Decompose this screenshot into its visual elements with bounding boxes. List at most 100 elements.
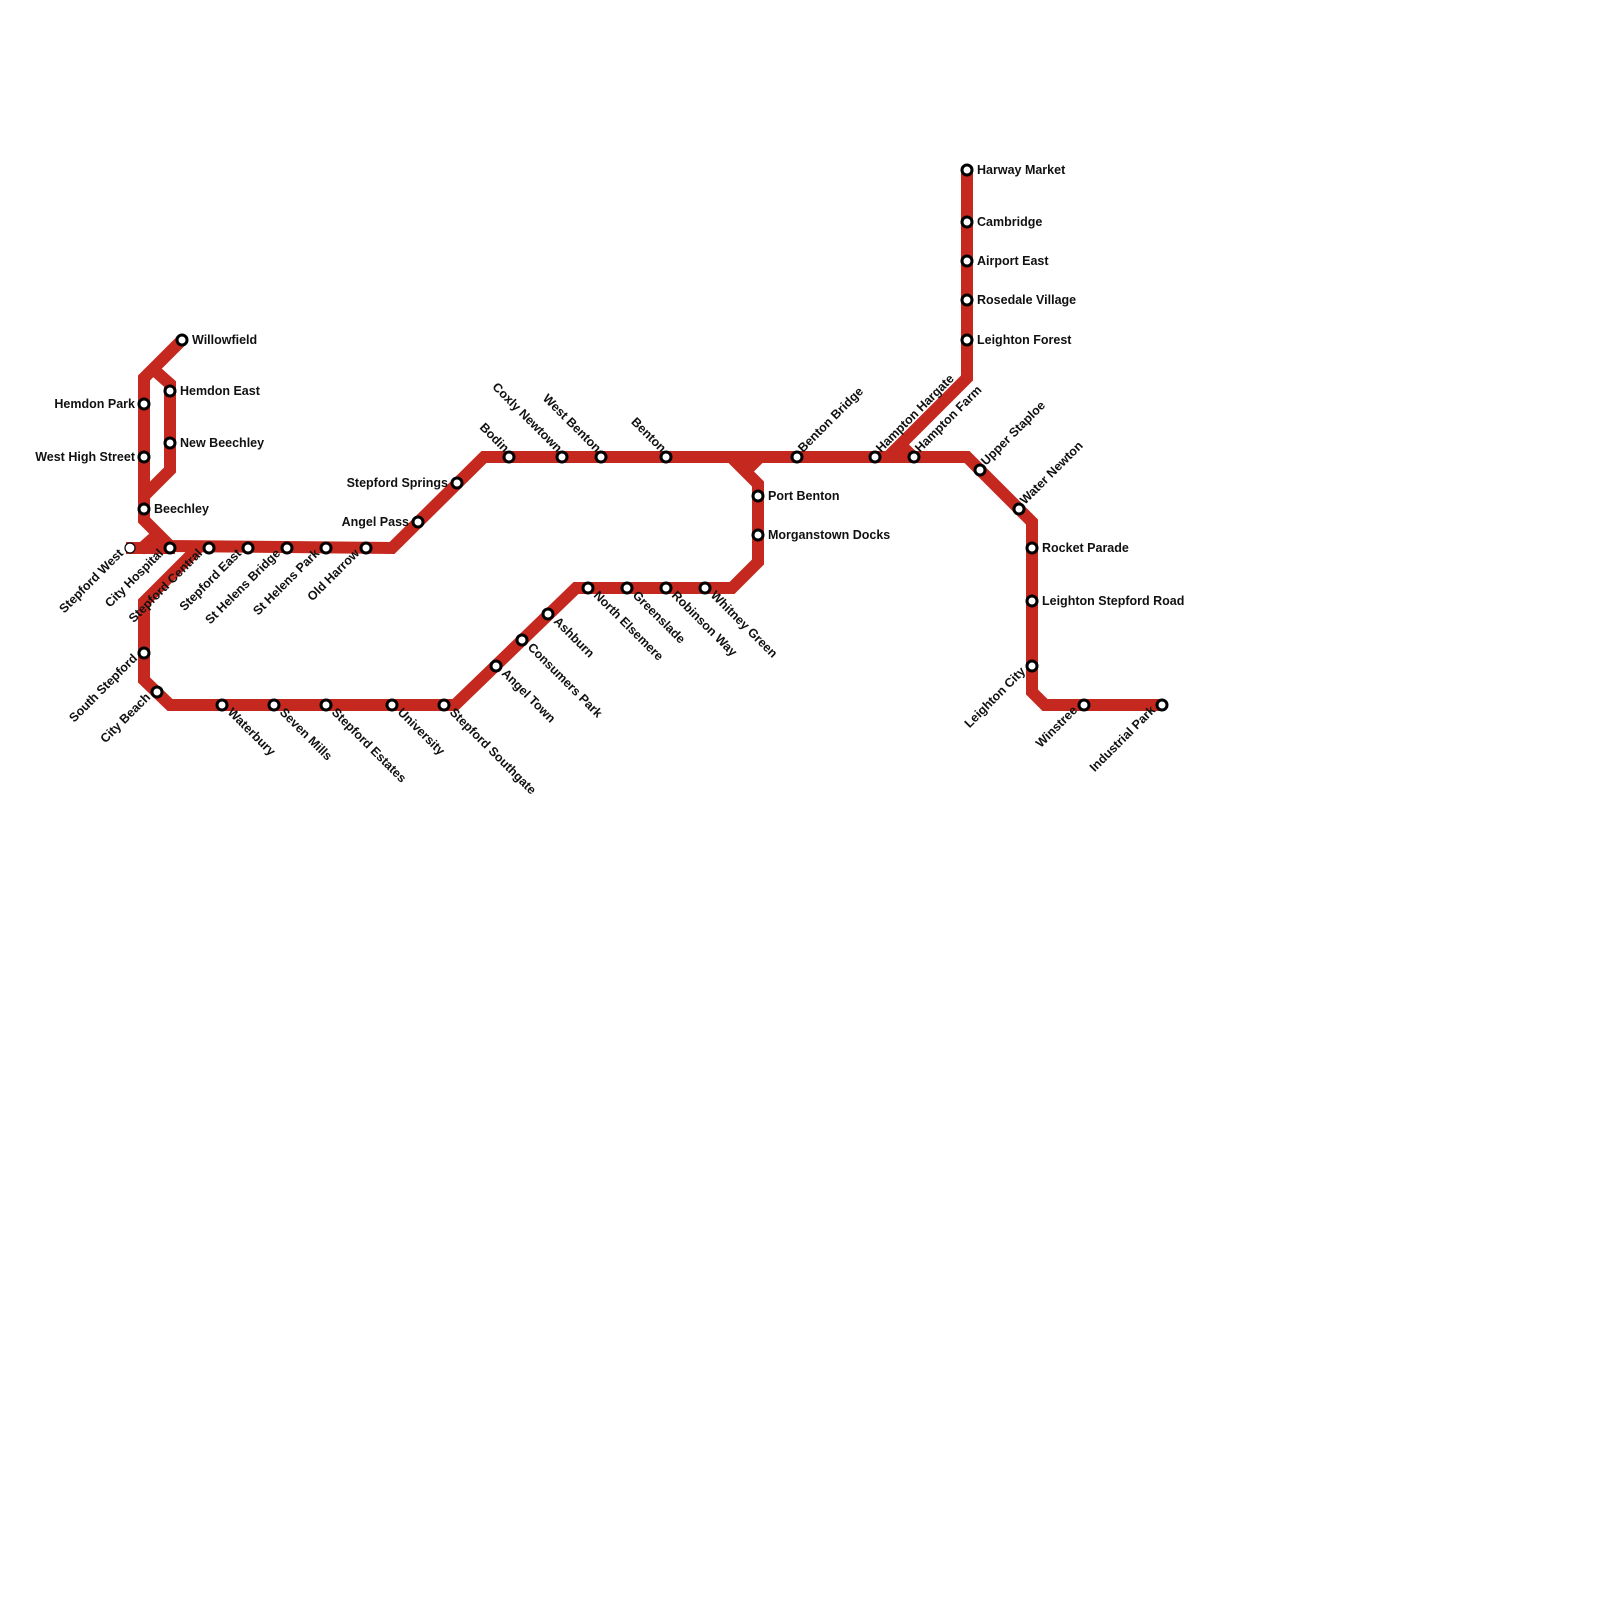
station-marker[interactable] (411, 515, 425, 529)
station-label: Hemdon East (180, 384, 261, 398)
station-marker[interactable] (175, 333, 189, 347)
station[interactable]: Rosedale Village (960, 293, 1076, 307)
station-label: Whitney Green (708, 588, 780, 660)
station-marker[interactable] (267, 698, 281, 712)
station-marker[interactable] (751, 489, 765, 503)
station-label: Industrial Park (1087, 703, 1158, 774)
station-marker[interactable] (960, 254, 974, 268)
station-marker[interactable] (163, 436, 177, 450)
route-segment (139, 363, 176, 501)
station-marker[interactable] (868, 450, 882, 464)
station-marker[interactable] (502, 450, 516, 464)
station[interactable]: Angel Pass (342, 515, 425, 529)
station-label: Leighton City (962, 664, 1028, 730)
station-marker[interactable] (698, 581, 712, 595)
route-segment (881, 170, 973, 464)
station-marker[interactable] (790, 450, 804, 464)
station-marker[interactable] (659, 581, 673, 595)
station-label: Willowfield (192, 333, 257, 347)
station-label: Angel Pass (342, 515, 409, 529)
station-marker[interactable] (202, 541, 216, 555)
station[interactable]: Water Newton (1012, 439, 1086, 516)
station-marker[interactable] (541, 607, 555, 621)
station-marker[interactable] (137, 397, 151, 411)
station[interactable]: Leighton Stepford Road (1025, 594, 1184, 608)
station-marker[interactable] (137, 502, 151, 516)
station[interactable]: West High Street (35, 450, 151, 464)
station[interactable]: Willowfield (175, 333, 257, 347)
station-label: Hemdon Park (54, 397, 135, 411)
station-marker[interactable] (489, 659, 503, 673)
station[interactable]: Industrial Park (1087, 698, 1169, 775)
station-marker[interactable] (973, 463, 987, 477)
station-marker[interactable] (215, 698, 229, 712)
station-marker[interactable] (124, 542, 136, 554)
station[interactable]: Rocket Parade (1025, 541, 1129, 555)
station[interactable]: City Beach (98, 685, 164, 746)
station[interactable]: Benton Bridge (790, 384, 866, 464)
station[interactable]: Airport East (960, 254, 1049, 268)
station-label: Waterbury (225, 705, 278, 758)
station[interactable]: Stepford Southgate (437, 698, 539, 797)
station-label: Upper Staploe (978, 398, 1048, 468)
station[interactable]: Leighton City (962, 659, 1039, 731)
station-marker[interactable] (620, 581, 634, 595)
station-marker[interactable] (241, 541, 255, 555)
station[interactable]: New Beechley (163, 436, 264, 450)
station-marker[interactable] (960, 333, 974, 347)
station-marker[interactable] (960, 163, 974, 177)
station-label: Leighton Stepford Road (1042, 594, 1184, 608)
station-marker[interactable] (437, 698, 451, 712)
station-marker[interactable] (359, 541, 373, 555)
station-marker[interactable] (163, 541, 177, 555)
station[interactable]: Hemdon Park (54, 397, 151, 411)
station[interactable]: Upper Staploe (973, 398, 1048, 477)
station-label: City Beach (98, 690, 154, 746)
station-label: Stepford Springs (347, 476, 448, 490)
station-label: Ashburn (551, 614, 597, 660)
station-marker[interactable] (515, 633, 529, 647)
station-label: Stepford Southgate (447, 705, 539, 797)
station[interactable]: Cambridge (960, 215, 1042, 229)
station[interactable]: Ashburn (541, 607, 597, 660)
station-label: Leighton Forest (977, 333, 1072, 347)
station-label: Cambridge (977, 215, 1042, 229)
station-marker[interactable] (555, 450, 569, 464)
station-marker[interactable] (659, 450, 673, 464)
station[interactable]: Port Benton (751, 489, 840, 503)
station[interactable]: Stepford Springs (347, 476, 464, 490)
station-marker[interactable] (907, 450, 921, 464)
station[interactable]: Morganstown Docks (751, 528, 890, 542)
station-marker[interactable] (137, 450, 151, 464)
station-marker[interactable] (1025, 541, 1039, 555)
station-marker[interactable] (594, 450, 608, 464)
station[interactable]: Leighton Forest (960, 333, 1072, 347)
station-marker[interactable] (1155, 698, 1169, 712)
station-marker[interactable] (1025, 659, 1039, 673)
route-segment (138, 335, 1162, 711)
station-marker[interactable] (385, 698, 399, 712)
route-segment (740, 452, 765, 477)
station-label: New Beechley (180, 436, 264, 450)
station-marker[interactable] (1077, 698, 1091, 712)
station-marker[interactable] (960, 215, 974, 229)
station-marker[interactable] (1012, 502, 1026, 516)
station-label: Benton (628, 415, 668, 455)
station[interactable]: Harway Market (960, 163, 1066, 177)
station-marker[interactable] (319, 541, 333, 555)
station[interactable]: Hemdon East (163, 384, 261, 398)
station-marker[interactable] (450, 476, 464, 490)
station-marker[interactable] (280, 541, 294, 555)
station-marker[interactable] (581, 581, 595, 595)
station-label: Morganstown Docks (768, 528, 890, 542)
station-marker[interactable] (319, 698, 333, 712)
station-marker[interactable] (960, 293, 974, 307)
station-marker[interactable] (1025, 594, 1039, 608)
station-marker[interactable] (137, 646, 151, 660)
station-marker[interactable] (163, 384, 177, 398)
station-marker[interactable] (150, 685, 164, 699)
station-label: Port Benton (768, 489, 840, 503)
station-marker[interactable] (751, 528, 765, 542)
station[interactable]: Beechley (137, 502, 209, 516)
station-label: Seven Mills (277, 705, 335, 763)
